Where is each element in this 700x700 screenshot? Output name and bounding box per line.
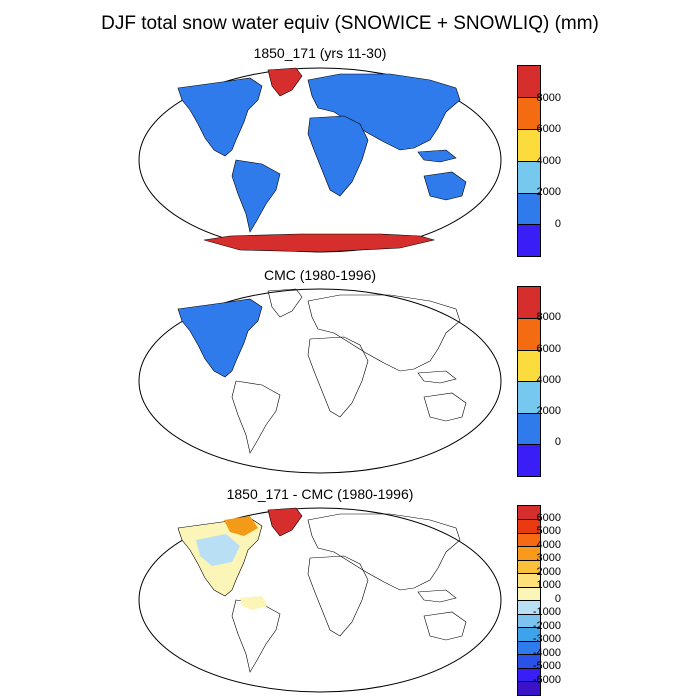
panel-3-cb-label-2000: 2000 <box>536 566 561 578</box>
australia <box>423 171 467 201</box>
panel-2-colorbar <box>517 286 541 477</box>
greenland <box>267 67 303 97</box>
north-america <box>177 298 263 378</box>
panel-2-cb-label-2000: 2000 <box>536 405 561 417</box>
panel-3-cb-label-minus-3000: -3000 <box>532 633 561 645</box>
panel-3-title: 1850_171 - CMC (1980-1996) <box>226 486 414 502</box>
panel-3-cb-label-0: 0 <box>554 593 561 605</box>
panel-3-cb-label-1000: 1000 <box>536 579 561 591</box>
africa <box>307 336 369 418</box>
panel-2-cb-label-0: 0 <box>554 436 561 448</box>
panel-3-cb-label-6000: 6000 <box>536 512 561 524</box>
greenland <box>267 288 303 318</box>
panel-3-colorbar <box>517 505 541 696</box>
panel-1-title: 1850_171 (yrs 11-30) <box>253 45 387 61</box>
south-america <box>231 380 281 454</box>
africa <box>307 555 369 637</box>
maritime-continent <box>417 149 457 163</box>
panel-3-cb-label-minus-5000: -5000 <box>532 660 561 672</box>
panel-3-cb-label-4000: 4000 <box>536 539 561 551</box>
panel-3-cb-label-minus-4000: -4000 <box>532 647 561 659</box>
panel-1-cb-label-8000: 8000 <box>536 92 561 104</box>
south-america <box>231 159 281 233</box>
canada-arctic-positive-region <box>224 516 258 536</box>
panel-1-cb-label-4000: 4000 <box>536 155 561 167</box>
antarctica <box>203 233 436 253</box>
maritime-continent <box>417 370 457 384</box>
australia <box>423 392 467 422</box>
eurasia <box>307 73 461 151</box>
panel-1-cb-label-2000: 2000 <box>536 186 561 198</box>
panel-2-cb-label-8000: 8000 <box>536 311 561 323</box>
panel-1-cb-label-6000: 6000 <box>536 123 561 135</box>
australia <box>423 611 467 641</box>
panel-2-cb-label-6000: 6000 <box>536 343 561 355</box>
panel-3-cb-label-5000: 5000 <box>536 525 561 537</box>
panel-1-cb-label-0: 0 <box>554 218 561 230</box>
panel-2-title: CMC (1980-1996) <box>263 267 377 283</box>
eurasia <box>307 294 461 372</box>
panel-3-cb-label-minus-6000: -6000 <box>532 674 561 686</box>
south-america <box>231 599 281 673</box>
north-america <box>177 77 263 157</box>
greenland <box>267 507 303 537</box>
africa <box>307 115 369 197</box>
panel-2-cb-label-4000: 4000 <box>536 374 561 386</box>
north-america-negative-region <box>196 534 240 566</box>
south-america-north-region <box>240 596 268 610</box>
panel-3-cb-label-minus-2000: -2000 <box>532 620 561 632</box>
eurasia <box>307 513 461 591</box>
panel-1-colorbar <box>517 65 541 257</box>
figure-title: DJF total snow water equiv (SNOWICE + SN… <box>101 13 599 34</box>
maritime-continent <box>417 589 457 603</box>
panel-3-cb-label-minus-1000: -1000 <box>532 606 561 618</box>
panel-3-cb-label-3000: 3000 <box>536 552 561 564</box>
